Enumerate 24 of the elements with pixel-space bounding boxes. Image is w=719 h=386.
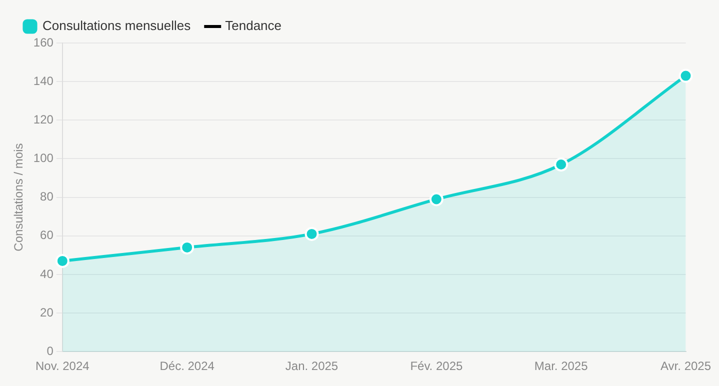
y-tick-label: 160: [33, 35, 54, 50]
y-tick-label: 40: [40, 266, 54, 281]
x-tick-label: Jan. 2025: [285, 359, 338, 374]
point: [429, 192, 444, 206]
legend-label: Tendance: [225, 18, 282, 34]
y-tick-label: 80: [40, 190, 54, 204]
y-tick-label: 100: [33, 151, 54, 166]
point: [180, 240, 194, 254]
y-axis-title: Consultations / mois: [12, 143, 26, 252]
y-tick-label: 60: [40, 228, 54, 242]
x-tick-label: Avr. 2025: [660, 359, 712, 374]
point: [304, 226, 319, 241]
x-tick-label: Déc. 2024: [160, 359, 215, 374]
x-tick-label: Fév. 2025: [410, 359, 463, 374]
y-tick-label: 0: [46, 344, 54, 358]
point: [554, 158, 568, 172]
x-tick-label: Mar. 2025: [534, 359, 588, 374]
legend-label: Consultations mensuelles: [42, 18, 192, 34]
y-tick-label: 140: [33, 74, 54, 88]
y-tick-label: 120: [33, 112, 54, 126]
x-tick-label: Nov. 2024: [36, 359, 90, 374]
point: [55, 254, 70, 268]
point: [678, 68, 693, 83]
y-tick-label: 20: [40, 305, 54, 320]
